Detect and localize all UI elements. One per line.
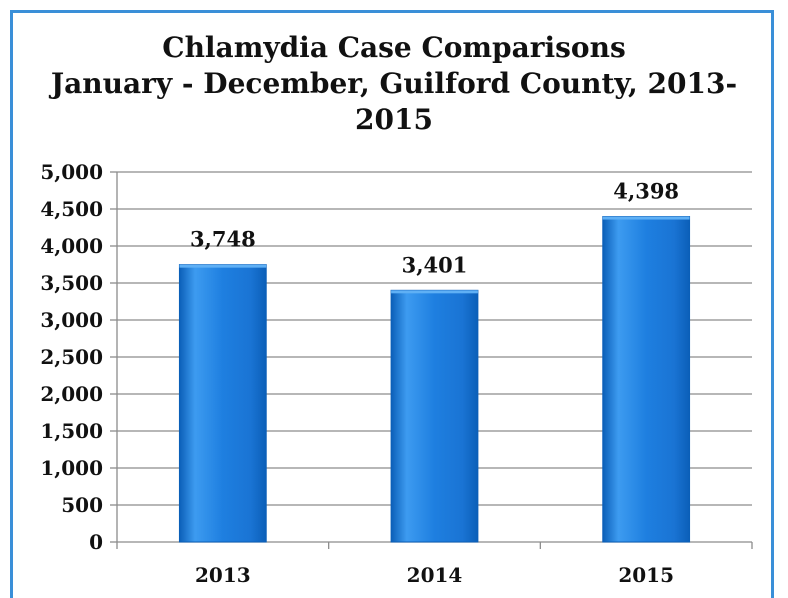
data-label-2014: 3,401	[402, 252, 468, 277]
y-tick-label: 5,000	[40, 160, 103, 184]
y-tick-label: 500	[61, 493, 103, 517]
chart-title-line-2: January - December, Guilford County, 201…	[50, 67, 738, 100]
chart-title-line-1: Chlamydia Case Comparisons	[162, 31, 626, 64]
y-tick-label: 1,500	[40, 419, 103, 443]
chart-title: Chlamydia Case Comparisons January - Dec…	[0, 30, 788, 138]
y-tick-label: 4,000	[40, 234, 103, 258]
y-tick-label: 1,000	[40, 456, 103, 480]
y-tick-label: 0	[89, 530, 103, 554]
x-tick-label-2015: 2015	[618, 563, 674, 587]
chart-title-line-3: 2015	[355, 103, 433, 136]
labels: 0 500 1,000 1,500 2,000 2,500 3,000 3,500 4,000 4…	[40, 160, 679, 587]
y-tick-label: 2,500	[40, 345, 103, 369]
bar-2014	[390, 289, 479, 543]
x-tick-label-2013: 2013	[195, 563, 251, 587]
bar-top-highlight	[391, 290, 478, 294]
data-label-2013: 3,748	[190, 227, 256, 252]
bars	[178, 216, 691, 543]
y-tick-label: 2,000	[40, 382, 103, 406]
x-tick-label-2014: 2014	[407, 563, 463, 587]
bar-top-highlight	[602, 216, 690, 220]
y-tick-label: 3,000	[40, 308, 103, 332]
bar-2015	[602, 216, 691, 543]
bar-top-highlight	[179, 264, 267, 268]
y-tick-label: 3,500	[40, 271, 103, 295]
y-tick-label: 4,500	[40, 197, 103, 221]
data-label-2015: 4,398	[613, 179, 679, 204]
bar-2013	[178, 264, 267, 543]
